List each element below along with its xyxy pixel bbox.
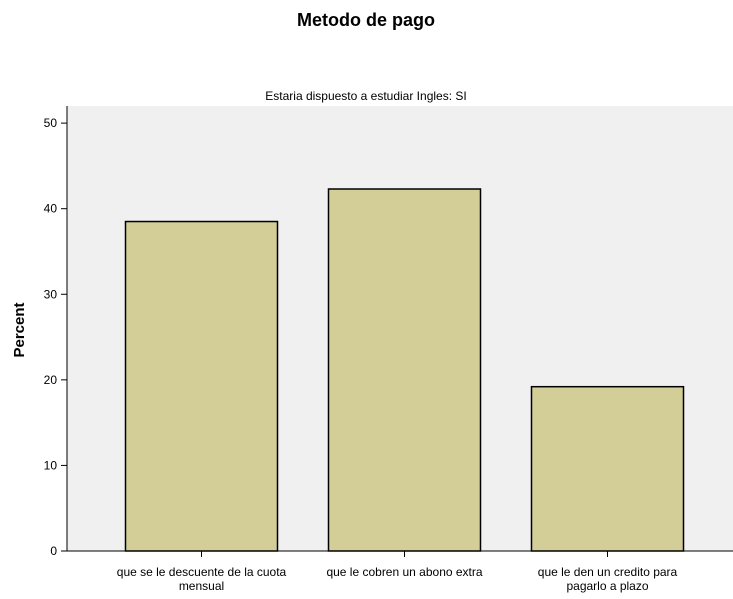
chart-title: Metodo de pago xyxy=(297,10,435,30)
y-tick-label: 0 xyxy=(50,544,57,558)
bar xyxy=(124,220,279,552)
y-tick-label: 40 xyxy=(44,202,58,216)
axes-layer: 0 10 20 30 40 50 que se le descuente de la cuo… xyxy=(44,106,733,593)
y-tick-label: 50 xyxy=(44,116,58,130)
bar xyxy=(327,188,482,552)
x-tick-label-line: que le cobren un abono extra xyxy=(326,565,482,579)
y-axis-label: Percent xyxy=(11,302,28,357)
x-tick-label-line: que le den un credito para xyxy=(538,565,678,579)
x-tick-label-line: mensual xyxy=(179,579,224,593)
x-tick-label-line: pagarlo a plazo xyxy=(566,579,648,593)
x-tick-label: que le cobren un abono extra xyxy=(326,565,482,579)
x-tick-label-line: que se le descuente de la cuota xyxy=(117,565,287,579)
y-tick-label: 10 xyxy=(44,458,58,472)
x-tick-label: que se le descuente de la cuota mensual xyxy=(117,565,287,593)
x-tick-label: que le den un credito para pagarlo a plaz… xyxy=(538,565,678,593)
y-tick-label: 20 xyxy=(44,373,58,387)
chart-subtitle: Estaria dispuesto a estudiar Ingles: SI xyxy=(265,89,466,103)
bars-layer xyxy=(124,188,685,552)
bar xyxy=(530,385,685,552)
y-tick-label: 30 xyxy=(44,287,58,301)
